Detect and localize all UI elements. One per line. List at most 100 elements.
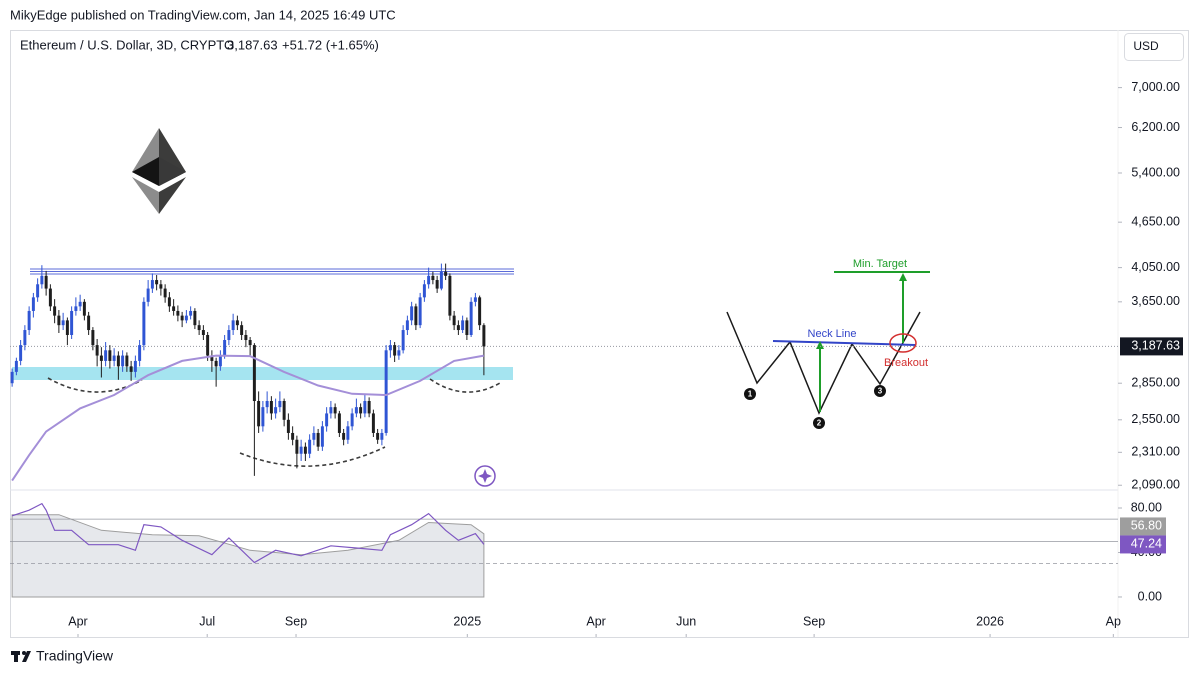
rsi-tick-label: 80.00 [1131, 500, 1162, 514]
candle-body [397, 350, 401, 356]
candle-body [142, 301, 146, 346]
candle-body [329, 407, 333, 414]
frame [10, 30, 1189, 638]
candle-body [223, 340, 227, 356]
candle-body [138, 345, 142, 361]
candle-body [244, 334, 248, 341]
currency-button[interactable] [1124, 33, 1184, 61]
candle-body [74, 306, 78, 311]
candle-body [274, 407, 278, 414]
x-tick-label: Ap [1106, 614, 1121, 628]
candle-body [363, 401, 367, 414]
candle-body [325, 413, 329, 427]
y-tick-label: 2,850.00 [1131, 376, 1180, 390]
moving-average [11, 354, 485, 482]
eth-logo [132, 128, 186, 214]
candle-body [299, 446, 303, 454]
point-label: 2 [817, 419, 822, 428]
breakout-label: Breakout [884, 357, 928, 369]
candle-body [448, 275, 452, 316]
rsi-ma-last-box [1120, 517, 1166, 536]
candle-body [48, 288, 52, 307]
candle-body [87, 315, 91, 331]
candle-body [439, 271, 443, 289]
support-zone [12, 367, 513, 380]
candle-body [184, 315, 188, 321]
last-price-box [1120, 337, 1183, 356]
candle-body [95, 345, 99, 356]
candle-body [265, 401, 269, 408]
candle-body [461, 320, 465, 331]
candle-body [371, 413, 375, 433]
candle-body [350, 413, 354, 427]
candle-body [469, 301, 473, 335]
currency[interactable]: USD [1133, 39, 1159, 53]
rsi-ma-last-label: 56.80 [1131, 519, 1162, 533]
y-tick-label: 4,050.00 [1131, 260, 1180, 274]
last-price-label: 3,187.63 [1131, 339, 1180, 353]
candle-body [40, 275, 44, 285]
candle-body [478, 297, 482, 326]
candle-body [240, 325, 244, 335]
candle-body [193, 310, 197, 326]
candle-body [23, 330, 27, 346]
candle-body [291, 432, 295, 440]
rsi-last-label: 47.24 [1131, 537, 1162, 551]
y-tick-label: 2,090.00 [1131, 478, 1180, 492]
candle-body [401, 330, 405, 351]
rsi-line [11, 502, 485, 564]
candle-body [252, 345, 256, 402]
candle-body [180, 315, 184, 321]
candle-body [482, 325, 486, 347]
candle-body [388, 345, 392, 351]
candle-body [337, 413, 341, 433]
candle-body [31, 297, 35, 311]
candle-body [308, 439, 312, 454]
candle-body [354, 407, 358, 414]
candle-body [172, 306, 176, 311]
candle-body [133, 360, 137, 372]
y-tick-label: 5,400.00 [1131, 165, 1180, 179]
candle-body [201, 330, 205, 335]
candle-body [116, 355, 120, 367]
candle-body [320, 426, 324, 447]
candle-body [121, 355, 125, 367]
candle-body [231, 320, 235, 331]
candle-body [70, 310, 74, 335]
neck-line-label: Neck Line [808, 328, 857, 340]
candle-body [431, 275, 435, 281]
candle-body [456, 325, 460, 331]
candle-body [376, 432, 380, 440]
candle-body [316, 432, 320, 447]
target-label: Min. Target [853, 258, 907, 270]
candle-body [286, 419, 290, 433]
candle-body [36, 284, 40, 298]
candle-body [27, 310, 31, 331]
symbol: Ethereum / U.S. Dollar, 3D, CRYPTO [20, 37, 234, 52]
candle-body [99, 355, 103, 361]
candle-body [346, 426, 350, 440]
candle-body [53, 306, 57, 316]
candle-body [418, 297, 422, 326]
candle-body [206, 334, 210, 356]
brand: TradingView [36, 648, 114, 664]
x-tick-label: Sep [285, 614, 307, 628]
x-tick-label: Sep [803, 614, 825, 628]
y-tick-label: 7,000.00 [1131, 80, 1180, 94]
candle-body [227, 330, 231, 341]
candle-body [473, 297, 477, 302]
candle-body [14, 360, 18, 372]
candle-body [410, 306, 414, 321]
y-tick-label: 4,650.00 [1131, 214, 1180, 228]
candle-body [78, 301, 82, 307]
candle-body [384, 350, 388, 433]
candle-body [380, 432, 384, 440]
candle-body [155, 280, 159, 285]
candle-body [261, 407, 265, 427]
y-tick-label: 6,200.00 [1131, 120, 1180, 134]
publisher: MikyEdge published on TradingView.com, J… [10, 7, 396, 22]
candle-body [57, 315, 61, 326]
candle-body [19, 345, 23, 361]
candle-body [210, 355, 214, 361]
candle-body [82, 301, 86, 316]
